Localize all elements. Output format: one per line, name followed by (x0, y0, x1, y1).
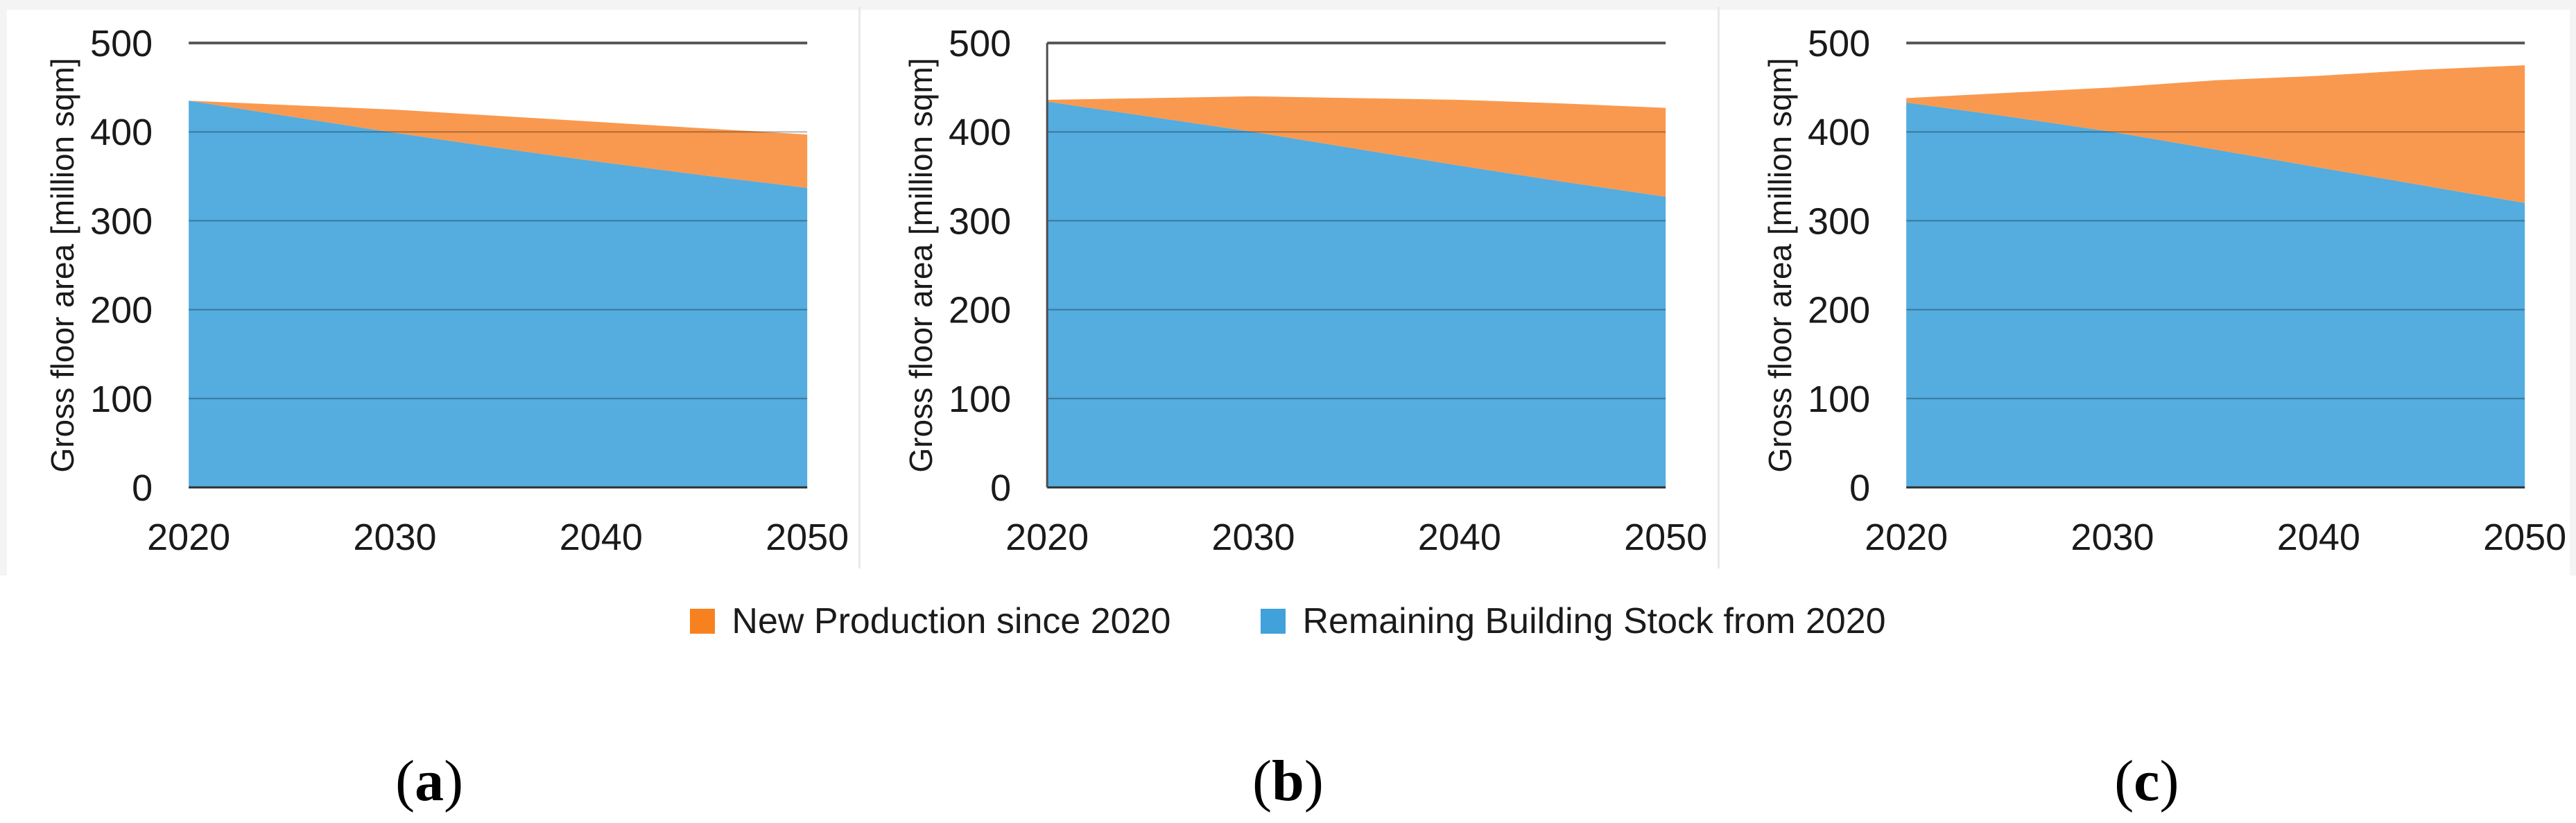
y-tick-label-300: 300 (90, 200, 153, 242)
x-tick-label-2030: 2030 (353, 517, 436, 558)
y-tick-label-100: 100 (949, 379, 1011, 420)
chart-panel-b: 0 100 200 300 400 500 2020 2030 2040 2050 Gross fl… (858, 0, 1717, 558)
stacked-area-chart-b: 0 100 200 300 400 500 2020 2030 2040 2050 Gross fl… (903, 23, 1707, 558)
panel-separator-ab (858, 7, 861, 569)
x-tick-label-2030: 2030 (2071, 517, 2154, 558)
caption-c-letter: c (2134, 749, 2160, 813)
x-tick-label-2040: 2040 (2276, 517, 2360, 558)
x-tick-label-2040: 2040 (1418, 517, 1501, 558)
figure-left-border (0, 0, 7, 575)
y-tick-label-200: 200 (90, 290, 153, 331)
y-tick-label-0: 0 (132, 467, 153, 509)
caption-a-close-paren: ) (444, 749, 464, 813)
caption-b-close-paren: ) (1304, 749, 1324, 813)
x-tick-label-2050: 2050 (1624, 517, 1707, 558)
y-tick-label-100: 100 (1808, 379, 1870, 420)
y-tick-label-500: 500 (90, 23, 153, 64)
legend-swatch-orange (690, 609, 716, 634)
caption-b: (b) (858, 747, 1717, 815)
legend-label-new-production: New Production since 2020 (732, 601, 1171, 641)
y-tick-label-400: 400 (90, 112, 153, 153)
caption-b-letter: b (1272, 749, 1304, 813)
caption-a-open-paren: ( (395, 749, 415, 813)
x-tick-label-2040: 2040 (560, 517, 643, 558)
y-tick-label-200: 200 (1808, 290, 1870, 331)
legend-item-new-production: New Production since 2020 (690, 600, 1170, 642)
y-tick-label-0: 0 (990, 467, 1011, 509)
y-tick-label-500: 500 (1808, 23, 1870, 64)
stacked-area-chart-c: 0 100 200 300 400 500 2020 2030 2040 2050 Gross fl… (1762, 23, 2566, 558)
x-tick-label-2020: 2020 (147, 517, 230, 558)
y-tick-label-300: 300 (1808, 200, 1870, 242)
y-tick-label-300: 300 (949, 200, 1011, 242)
y-tick-label-400: 400 (1808, 112, 1870, 153)
caption-c-close-paren: ) (2159, 749, 2179, 813)
chart-panel-c: 0 100 200 300 400 500 2020 2030 2040 2050 Gross fl… (1718, 0, 2576, 558)
figure-right-border (2570, 0, 2576, 575)
chart-panel-a: 0 100 200 300 400 500 2020 2030 2040 2050 Gross fl… (0, 0, 858, 558)
y-axis-title: Gross floor area [million sqm] (1762, 58, 1798, 472)
area-new-production (1047, 96, 1666, 197)
y-axis-title: Gross floor area [million sqm] (44, 58, 80, 472)
area-remaining-building-stock (1905, 102, 2525, 487)
y-tick-label-0: 0 (1849, 467, 1870, 509)
x-tick-label-2020: 2020 (1005, 517, 1089, 558)
figure-top-border (0, 0, 2576, 10)
charts-row: 0 100 200 300 400 500 2020 2030 2040 2050 Gross fl… (0, 0, 2576, 558)
caption-row: (a) (b) (c) (0, 747, 2576, 815)
caption-b-open-paren: ( (1252, 749, 1272, 813)
area-new-production (1905, 65, 2525, 203)
x-tick-label-2020: 2020 (1865, 517, 1948, 558)
caption-c-open-paren: ( (2114, 749, 2134, 813)
stacked-area-chart-a: 0 100 200 300 400 500 2020 2030 2040 2050 Gross fl… (44, 23, 849, 558)
y-tick-label-200: 200 (949, 290, 1011, 331)
area-remaining-building-stock (1047, 101, 1666, 488)
legend-swatch-blue (1261, 609, 1286, 634)
caption-a-letter: a (415, 749, 444, 813)
x-tick-label-2030: 2030 (1212, 517, 1295, 558)
legend-item-remaining-stock: Remaining Building Stock from 2020 (1261, 600, 1886, 642)
y-axis-title: Gross floor area [million sqm] (903, 58, 939, 472)
x-tick-label-2050: 2050 (2483, 517, 2566, 558)
legend: New Production since 2020 Remaining Buil… (0, 600, 2576, 642)
x-tick-label-2050: 2050 (766, 517, 849, 558)
caption-c: (c) (1718, 747, 2576, 815)
panel-separator-bc (1718, 7, 1720, 569)
y-tick-label-400: 400 (949, 112, 1011, 153)
area-remaining-building-stock (189, 101, 808, 488)
caption-a: (a) (0, 747, 858, 815)
legend-label-remaining-stock: Remaining Building Stock from 2020 (1302, 601, 1886, 641)
area-new-production (189, 101, 808, 188)
y-tick-label-500: 500 (949, 23, 1011, 64)
y-tick-label-100: 100 (90, 379, 153, 420)
